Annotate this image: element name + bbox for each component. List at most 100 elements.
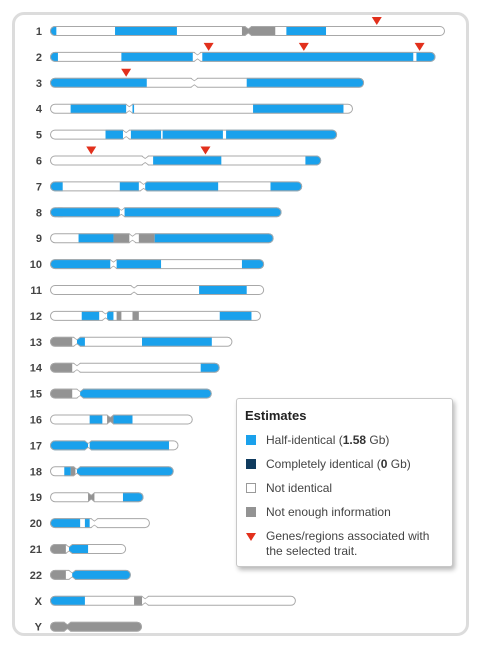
no-info-segment [50,362,73,373]
chromosome-label-14: 14 [30,363,43,375]
chromosome-body-15 [50,388,212,399]
half-identical-segment [416,51,436,62]
half-identical-segment [84,518,90,529]
chromosome-body-19 [50,492,144,503]
centromere-notch-top [130,284,138,288]
chromosome-body-10 [50,259,265,270]
centromere-notch-top [122,129,130,133]
half-identical-segment [219,310,252,321]
chromosome-y: Y [35,621,143,634]
half-identical-segment [81,310,100,321]
chromosome-body-22 [50,569,131,580]
chromosome-label-2: 2 [36,52,42,64]
chromosome-15: 15 [30,388,212,401]
chromosome-label-9: 9 [36,233,42,245]
half-identical-value: 1.58 [342,433,367,447]
chromosome-20: 20 [30,517,150,530]
chromosome-body-4 [50,103,353,114]
chromosome-outline [50,336,233,347]
centromere-outline [122,129,130,140]
centromere-notch-top [102,310,110,314]
half-identical-segment [78,233,114,244]
chromosome-body-6 [50,155,322,166]
centromere-outline [109,259,118,269]
chromosome-label-6: 6 [36,156,42,168]
centromere-notch-bottom [141,602,149,607]
legend-row-completely-identical: Completely identical (0 Gb) [245,457,444,472]
chromosome-22: 22 [30,569,131,582]
chromosome-outline [50,233,274,244]
chromosome-label-x: X [35,596,43,608]
no-info-swatch [246,507,256,517]
centromere-notch-bottom [68,576,76,581]
centromere-notch-bottom [73,473,81,477]
centromere-notch-top [73,465,81,470]
trait-marker [200,146,211,155]
half-identical-segment [115,26,177,36]
chromosome-21: 21 [30,543,127,556]
centromere-notch-bottom [122,136,130,141]
chromosome-outline [50,544,127,554]
not-identical-region [50,362,220,373]
chromosome-body-5 [50,129,338,140]
chromosome-x: X [35,595,296,608]
no-info-segment [138,233,155,244]
no-info-segment [132,310,139,321]
chromosome-body-17 [50,440,179,451]
half-identical-segment [72,569,131,580]
chromosome-label-16: 16 [30,415,42,427]
trait-marker [203,42,214,51]
chromosome-label-1: 1 [36,26,42,38]
legend-row-not-identical: Not identical [245,481,444,496]
half-identical-segment [50,259,111,270]
half-identical-segment [142,336,212,347]
chromosome-body-12 [50,310,261,321]
chromosome-outline [50,440,179,451]
half-identical-segment [80,388,212,399]
chromosome-13: 13 [30,336,233,349]
half-identical-segment [64,466,71,477]
chromosome-label-13: 13 [30,337,42,349]
centromere-outline [101,311,110,321]
centromere-outline [73,466,81,477]
half-identical-segment [305,155,322,166]
centromere-outline [73,336,81,347]
chromosome-body-14 [50,362,220,373]
centromere-outline [76,388,84,399]
chromosome-8: 8 [36,206,282,219]
chromosome-body-18 [50,466,174,477]
no-info-segment [113,233,130,244]
half-identical-segment [89,414,103,425]
chromosome-label-4: 4 [36,104,43,116]
chromosome-body-3 [50,77,365,88]
centromere-outline [87,492,95,503]
chromosome-6: 6 [36,146,322,168]
centromere-outline [90,518,99,528]
chromosome-17: 17 [30,439,179,452]
chromosome-body-x [50,595,296,606]
chromosome-label-y: Y [35,622,43,634]
centromere-notch-top [90,517,98,522]
chromosome-body-8 [50,207,282,218]
chromosome-outline [50,77,365,88]
half-identical-segment [50,518,81,529]
trait-marker [121,68,132,77]
half-identical-segment [202,51,414,62]
chromosome-label-8: 8 [36,207,42,219]
no-info-segment [134,595,143,606]
centromere-outline [141,595,149,606]
no-info-label: Not enough information [266,505,391,519]
trait-marker [414,42,425,51]
centromere-notch-bottom [244,33,252,37]
no-info-segment [50,544,66,554]
centromere-notch-bottom [65,551,73,555]
chromosome-body-9 [50,233,274,244]
centromere-notch-bottom [128,240,136,244]
chromosome-2: 2 [36,42,436,64]
chromosome-outline [50,569,131,580]
half-identical-segment [121,51,193,62]
half-identical-segment [132,103,135,114]
chromosome-outline [50,310,261,321]
chromosome-outline [50,51,436,62]
chromosome-11: 11 [30,284,265,297]
